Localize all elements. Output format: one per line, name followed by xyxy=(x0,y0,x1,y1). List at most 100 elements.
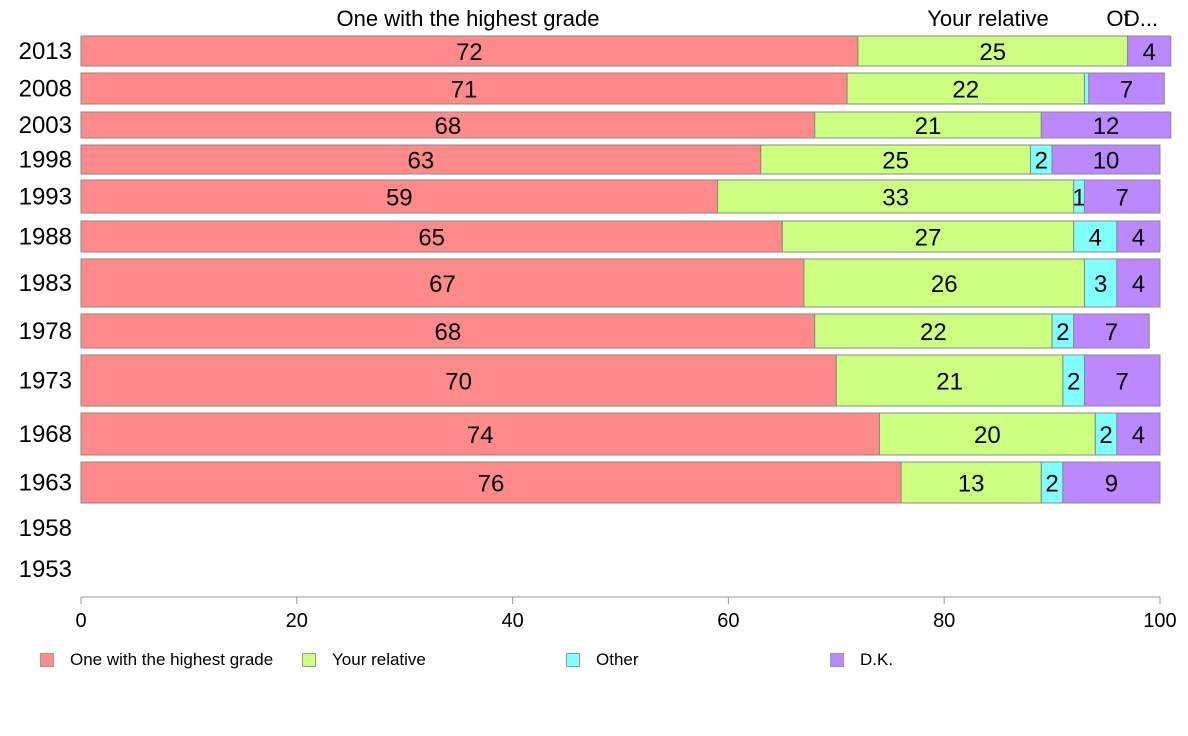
bar-1973-series-0 xyxy=(80,354,837,407)
x-tick-label-0: 0 xyxy=(75,610,86,632)
header-label-1: Your relative xyxy=(927,6,1048,31)
bar-1998-series-0 xyxy=(80,144,762,175)
bar-label-1983-series-2: 3 xyxy=(1094,271,1107,298)
bar-1998-series-3 xyxy=(1051,144,1161,175)
bar-label-1993-series-1: 33 xyxy=(882,185,909,212)
bar-label-2003-series-0: 68 xyxy=(435,113,462,140)
bar-1963-series-1 xyxy=(900,461,1042,504)
category-label-1963: 1963 xyxy=(19,470,72,497)
category-label-1993: 1993 xyxy=(19,184,72,211)
category-label-1958: 1958 xyxy=(19,515,72,542)
category-label-1983: 1983 xyxy=(19,270,72,297)
bar-1993-series-3 xyxy=(1083,179,1161,214)
bar-label-1978-series-1: 22 xyxy=(920,319,947,346)
bar-1988-series-1 xyxy=(781,220,1075,253)
bar-label-1978-series-2: 2 xyxy=(1056,319,1069,346)
bar-2013-series-1 xyxy=(857,35,1129,67)
legend-label-1: Your relative xyxy=(332,650,426,669)
bar-label-1998-series-2: 2 xyxy=(1035,148,1048,175)
bar-label-1963-series-1: 13 xyxy=(958,471,985,498)
bar-label-2013-series-1: 25 xyxy=(979,39,1006,66)
bar-label-1978-series-0: 68 xyxy=(435,319,462,346)
bar-1973-series-1 xyxy=(835,354,1064,407)
bar-2013-series-3 xyxy=(1127,35,1172,67)
bar-label-1973-series-1: 21 xyxy=(936,369,963,396)
bar-1998-series-1 xyxy=(760,144,1032,175)
bar-label-1988-series-2: 4 xyxy=(1089,225,1102,252)
bar-label-2013-series-3: 4 xyxy=(1143,39,1156,66)
bar-2008-series-3 xyxy=(1088,72,1165,105)
bar-label-1968-series-0: 74 xyxy=(467,422,494,449)
series-header-labels: One with the highest grade Your relative O… xyxy=(337,6,1159,31)
bar-label-1983-series-0: 67 xyxy=(429,271,456,298)
bar-1968-series-0 xyxy=(80,412,880,456)
legend-label-3: D.K. xyxy=(860,650,894,669)
x-tick-label-40: 40 xyxy=(501,610,523,632)
category-label-2008: 2008 xyxy=(19,76,72,103)
bar-label-1968-series-1: 20 xyxy=(974,422,1001,449)
legend-item-2: Other xyxy=(566,650,639,670)
category-label-1953: 1953 xyxy=(19,556,72,583)
header-label-0: One with the highest grade xyxy=(337,6,600,31)
category-label-1998: 1998 xyxy=(19,147,72,174)
bar-label-1973-series-2: 2 xyxy=(1067,369,1080,396)
legend: One with the highest grade Your relative O… xyxy=(40,650,1140,672)
bar-label-1998-series-0: 63 xyxy=(408,148,435,175)
bar-label-1963-series-2: 2 xyxy=(1045,471,1058,498)
bar-1983-series-0 xyxy=(80,258,805,308)
header-label-3: D... xyxy=(1124,6,1158,31)
bar-2008-series-1 xyxy=(846,72,1085,105)
x-tick-label-60: 60 xyxy=(717,610,739,632)
bar-label-1993-series-2: 1 xyxy=(1072,185,1085,212)
bar-1983-series-2 xyxy=(1083,258,1118,308)
bar-2003-series-3 xyxy=(1040,111,1172,139)
bar-label-2013-series-0: 72 xyxy=(456,39,483,66)
legend-label-0: One with the highest grade xyxy=(70,650,274,669)
legend-item-0: One with the highest grade xyxy=(40,650,273,670)
legend-swatch-2 xyxy=(566,653,580,667)
bar-label-2003-series-3: 12 xyxy=(1093,113,1120,140)
category-label-2003: 2003 xyxy=(19,112,72,139)
bar-label-2008-series-0: 71 xyxy=(451,77,478,104)
category-label-1973: 1973 xyxy=(19,368,72,395)
bar-1993-series-1 xyxy=(717,179,1075,214)
category-label-2013: 2013 xyxy=(19,38,72,65)
bar-label-1973-series-0: 70 xyxy=(445,369,472,396)
bar-label-1973-series-3: 7 xyxy=(1116,369,1129,396)
bar-label-1988-series-3: 4 xyxy=(1132,225,1145,252)
legend-item-3: D.K. xyxy=(830,650,893,670)
legend-label-2: Other xyxy=(596,650,639,669)
bar-label-1968-series-3: 4 xyxy=(1132,422,1145,449)
bar-label-1998-series-3: 10 xyxy=(1093,148,1120,175)
bar-label-1988-series-0: 65 xyxy=(418,225,445,252)
bar-label-1983-series-1: 26 xyxy=(931,271,958,298)
bar-label-1993-series-0: 59 xyxy=(386,185,413,212)
bar-2003-series-0 xyxy=(80,111,816,139)
bar-label-1993-series-3: 7 xyxy=(1116,185,1129,212)
x-tick-label-80: 80 xyxy=(933,610,955,632)
bar-1978-series-3 xyxy=(1073,313,1150,349)
bar-label-1988-series-1: 27 xyxy=(915,225,942,252)
bar-label-1998-series-1: 25 xyxy=(882,148,909,175)
bar-1988-series-0 xyxy=(80,220,783,253)
bar-label-2003-series-1: 21 xyxy=(915,113,942,140)
bar-label-1963-series-0: 76 xyxy=(478,471,505,498)
bar-label-1968-series-2: 2 xyxy=(1099,422,1112,449)
category-label-1988: 1988 xyxy=(19,224,72,251)
bar-1983-series-1 xyxy=(803,258,1085,308)
legend-swatch-0 xyxy=(40,653,54,667)
bar-label-1963-series-3: 9 xyxy=(1105,471,1118,498)
bar-label-1983-series-3: 4 xyxy=(1132,271,1145,298)
bar-1968-series-3 xyxy=(1116,412,1161,456)
x-axis: 0 20 40 60 80 100 xyxy=(75,596,1177,632)
bar-2003-series-1 xyxy=(814,111,1042,139)
bar-label-1978-series-3: 7 xyxy=(1105,319,1118,346)
legend-swatch-3 xyxy=(830,653,844,667)
category-label-1978: 1978 xyxy=(19,318,72,345)
bar-1973-series-3 xyxy=(1083,354,1161,407)
legend-swatch-1 xyxy=(302,653,316,667)
bar-label-2008-series-3: 7 xyxy=(1120,77,1133,104)
bar-label-2008-series-1: 22 xyxy=(952,77,979,104)
bar-1968-series-1 xyxy=(878,412,1096,456)
bar-1988-series-3 xyxy=(1116,220,1161,253)
